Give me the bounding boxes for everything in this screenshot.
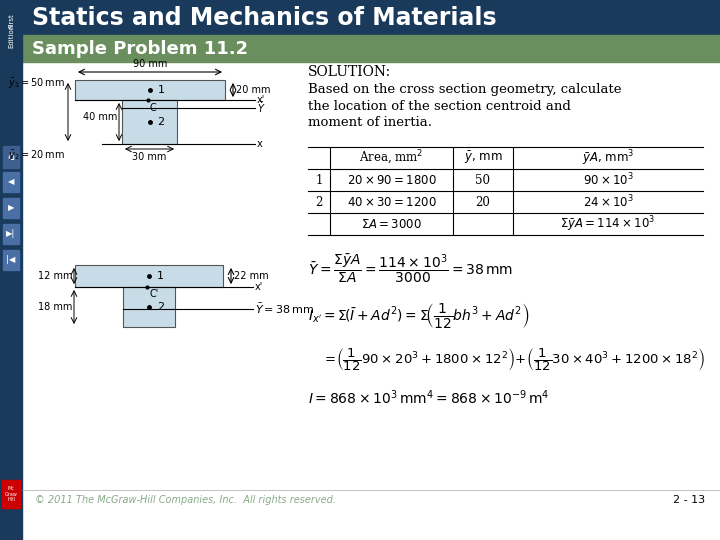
Text: x: x	[257, 139, 263, 149]
Text: ⌂: ⌂	[7, 152, 14, 162]
Text: |◀: |◀	[6, 255, 16, 265]
Text: 1: 1	[157, 271, 164, 281]
Text: $24\times10^3$: $24\times10^3$	[582, 194, 634, 210]
Bar	[122, 100, 177, 144]
Bar	[123, 287, 175, 327]
Text: $90\times10^3$: $90\times10^3$	[582, 172, 634, 188]
Text: 22 mm: 22 mm	[234, 271, 269, 281]
Bar	[75, 80, 225, 100]
Text: 20: 20	[476, 195, 490, 208]
Text: Based on the cross section geometry, calculate: Based on the cross section geometry, cal…	[308, 84, 621, 97]
Text: x': x'	[255, 282, 264, 292]
Text: 2: 2	[158, 117, 165, 127]
Text: 1: 1	[315, 173, 323, 186]
Text: $I = 868\times10^3\,\mathrm{mm}^4 = 868\times10^{-9}\,\mathrm{m}^4$: $I = 868\times10^3\,\mathrm{mm}^4 = 868\…	[308, 388, 549, 407]
Text: $I_{x^{\prime}} = \Sigma\!\left(\bar{I} + Ad^2\right) = \Sigma\!\left(\dfrac{1}{: $I_{x^{\prime}} = \Sigma\!\left(\bar{I} …	[308, 301, 529, 330]
Bar	[22, 0, 720, 35]
Text: $\bar{y}A$, mm$^3$: $\bar{y}A$, mm$^3$	[582, 148, 634, 168]
Text: moment of inertia.: moment of inertia.	[308, 116, 432, 129]
Text: SOLUTION:: SOLUTION:	[308, 65, 391, 79]
Text: Area, mm$^2$: Area, mm$^2$	[359, 149, 423, 167]
Bar	[2, 480, 20, 508]
Text: 2: 2	[315, 195, 323, 208]
Text: x': x'	[257, 95, 265, 105]
Text: $\bar{Y}$: $\bar{Y}$	[257, 101, 266, 115]
Bar	[3, 146, 19, 168]
Text: $\bar{y}$, mm: $\bar{y}$, mm	[464, 150, 503, 166]
Text: $\Sigma\bar{y}A = 114\times10^3$: $\Sigma\bar{y}A = 114\times10^3$	[560, 214, 656, 234]
Text: $= \!\left(\dfrac{1}{12}90\times20^3 + 1800\times12^2\right)\!+\!\left(\dfrac{1}: $= \!\left(\dfrac{1}{12}90\times20^3 + 1…	[322, 346, 705, 373]
Bar	[3, 250, 19, 270]
Text: 30 mm: 30 mm	[132, 152, 167, 162]
Text: $40\times30 = 1200$: $40\times30 = 1200$	[346, 195, 436, 208]
Text: ◀: ◀	[8, 178, 14, 186]
Bar	[22, 35, 720, 62]
Text: 1: 1	[158, 85, 165, 95]
Text: $\bar{Y} = 38\,\mathrm{mm}$: $\bar{Y} = 38\,\mathrm{mm}$	[255, 302, 314, 316]
Text: Statics and Mechanics of Materials: Statics and Mechanics of Materials	[32, 6, 497, 30]
Text: 2 - 13: 2 - 13	[673, 495, 705, 505]
Text: First: First	[8, 13, 14, 28]
Text: $\bar{y}_1 = 50\,\mathrm{mm}$: $\bar{y}_1 = 50\,\mathrm{mm}$	[8, 77, 65, 91]
Text: the location of the section centroid and: the location of the section centroid and	[308, 99, 571, 112]
Text: C': C'	[149, 289, 158, 299]
Text: 90 mm: 90 mm	[132, 59, 167, 69]
Text: $\bar{Y} = \dfrac{\Sigma\bar{y}A}{\Sigma A} = \dfrac{114\times10^3}{3000} = 38\,: $\bar{Y} = \dfrac{\Sigma\bar{y}A}{\Sigma…	[308, 253, 513, 285]
Text: 20 mm: 20 mm	[236, 85, 271, 95]
Text: C: C	[150, 103, 156, 113]
Text: Sample Problem 11.2: Sample Problem 11.2	[32, 40, 248, 58]
Bar	[0, 0, 22, 540]
Text: $20\times90 = 1800$: $20\times90 = 1800$	[346, 173, 436, 186]
Text: $\Sigma A = 3000$: $\Sigma A = 3000$	[361, 218, 422, 231]
Text: 2: 2	[157, 302, 164, 312]
Text: 12 mm: 12 mm	[37, 271, 72, 281]
Text: © 2011 The McGraw-Hill Companies, Inc.  All rights reserved.: © 2011 The McGraw-Hill Companies, Inc. A…	[35, 495, 336, 505]
Text: ▶: ▶	[8, 204, 14, 213]
Text: $\bar{y}_2 = 20\,\mathrm{mm}$: $\bar{y}_2 = 20\,\mathrm{mm}$	[8, 149, 65, 163]
Bar	[75, 265, 223, 287]
Bar	[22, 62, 720, 510]
Text: Edition: Edition	[8, 24, 14, 48]
Text: 18 mm: 18 mm	[37, 302, 72, 312]
Text: 50: 50	[475, 173, 490, 186]
Text: 40 mm: 40 mm	[83, 112, 117, 122]
Text: ▶|: ▶|	[6, 230, 16, 239]
Text: Mc
Graw
Hill: Mc Graw Hill	[4, 486, 17, 502]
Bar	[3, 198, 19, 218]
Bar	[3, 224, 19, 244]
Bar	[3, 172, 19, 192]
